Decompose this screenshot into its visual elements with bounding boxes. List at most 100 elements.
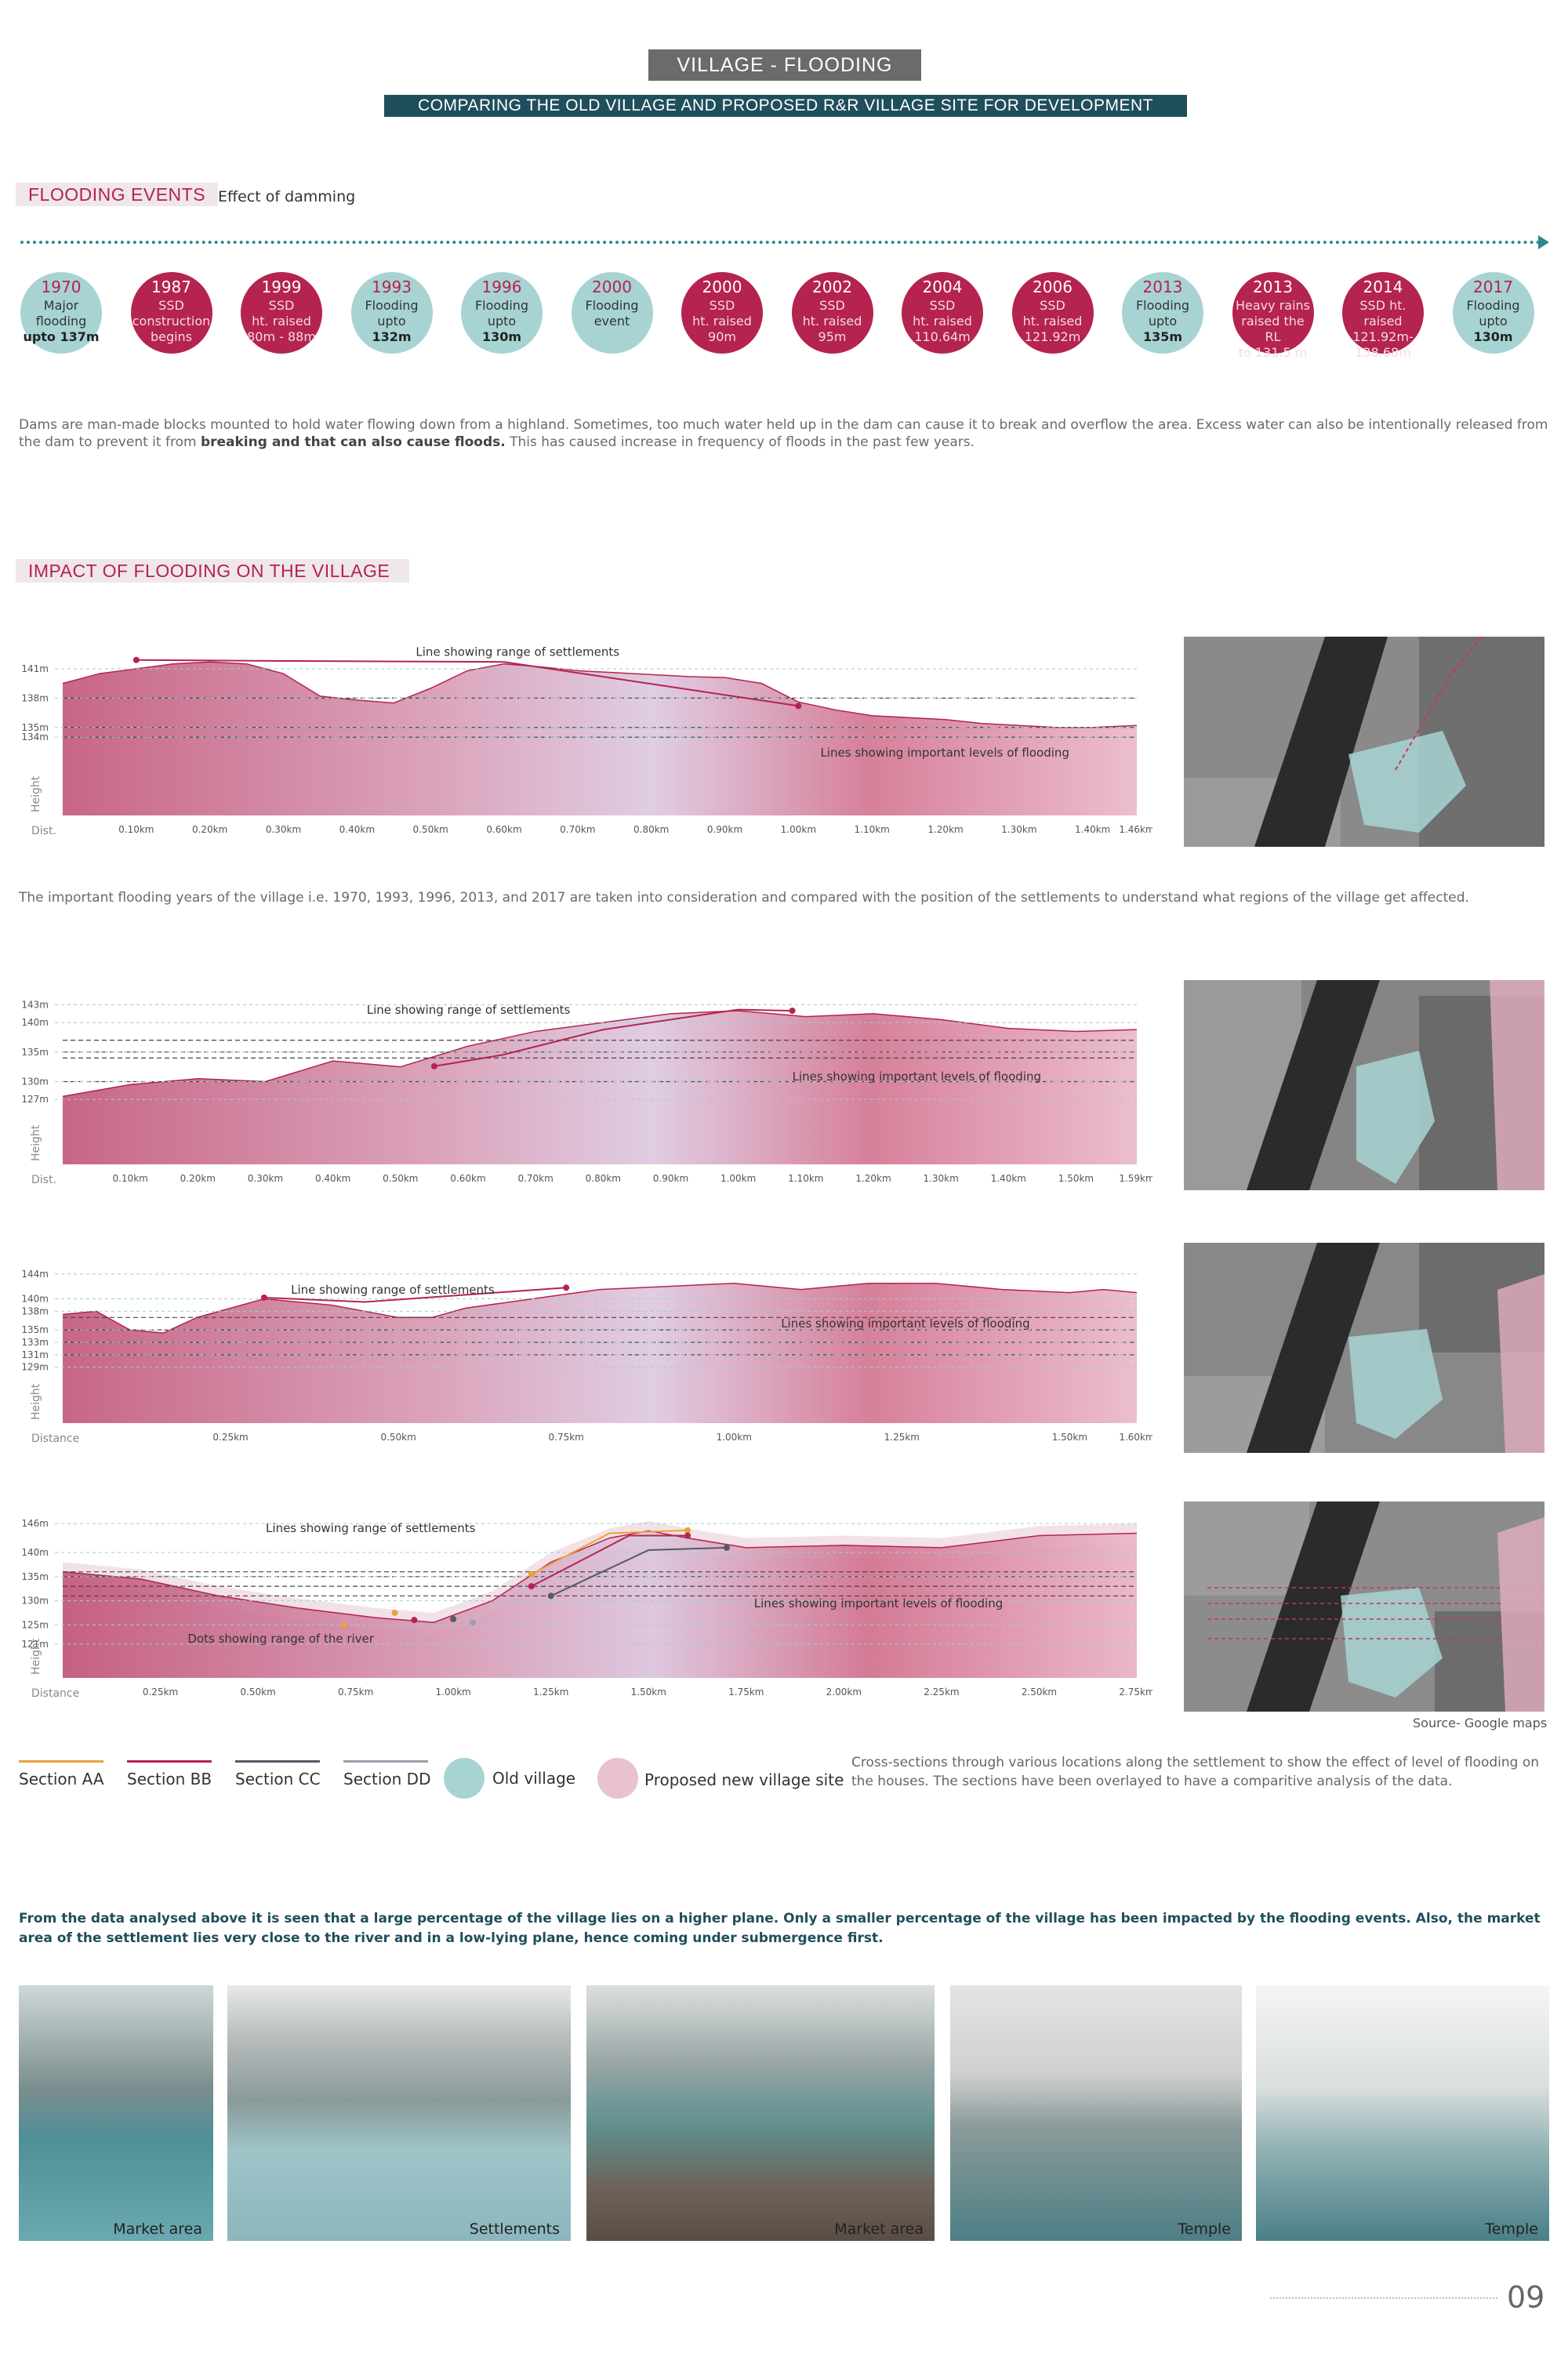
x-tick-label: 1.40km <box>1075 824 1110 835</box>
y-axis-label: Height <box>30 1638 42 1675</box>
flooding-events-caption: Effect of damming <box>218 188 356 205</box>
y-tick-label: 129m <box>21 1362 49 1373</box>
x-tick-label: 1.25km <box>884 1432 920 1443</box>
chart-annotation: Line showing range of settlements <box>291 1283 495 1297</box>
timeline-event: 1996 Flooding upto 130m <box>461 272 543 354</box>
y-tick-label: 138m <box>21 1305 49 1316</box>
y-tick-label: 127m <box>21 1094 49 1105</box>
timeline-event: 2006 SSD ht. raised 121.92m <box>1011 272 1094 354</box>
section-dd-chart: 146m 140m 135m 130m 125m 121m 0.25km 0.50km 0.75… <box>16 1501 1154 1709</box>
event-text: to 131.5 m <box>1238 345 1308 360</box>
impact-paragraph: The important flooding years of the vill… <box>19 890 1469 906</box>
event-text: begins <box>150 329 193 344</box>
legend-line <box>343 1760 428 1763</box>
settlement-marker <box>132 656 140 663</box>
x-tick-label: 0.25km <box>212 1432 248 1443</box>
settlement-marker <box>684 1532 691 1539</box>
x-tick-label: 2.00km <box>826 1687 862 1698</box>
event-text: 110.64m <box>914 329 971 344</box>
x-tick-label: 0.50km <box>240 1687 275 1698</box>
x-tick-label: 0.90km <box>707 824 742 835</box>
terrain-area <box>63 1531 1137 1678</box>
chart-annotation: Dots showing range of the river <box>187 1632 374 1646</box>
x-tick-label: 0.40km <box>315 1173 350 1184</box>
maps-source: Source- Google maps <box>1413 1716 1548 1730</box>
settlement-marker <box>547 1592 554 1600</box>
timeline-event: 1999 SSD ht. raised 80m - 88m <box>241 272 322 354</box>
event-text: Flooding <box>585 298 639 313</box>
timeline-event: 2004 SSD ht. raised 110.64m <box>902 272 983 354</box>
footer-line <box>1270 2297 1497 2299</box>
legend-label: Section CC <box>235 1770 321 1788</box>
settlement-range-line <box>263 1287 567 1303</box>
legend-label: Section BB <box>127 1770 212 1788</box>
page-number: 09 <box>1507 2280 1545 2315</box>
y-tick-label: 140m <box>21 1017 49 1028</box>
legend-label: Section AA <box>19 1770 104 1788</box>
x-tick-label: 1.50km <box>1052 1432 1087 1443</box>
event-text: ht. raised <box>1022 314 1083 329</box>
river-dot <box>470 1619 477 1626</box>
settlement-marker <box>528 1570 535 1578</box>
event-text: 121.92m <box>1024 329 1081 344</box>
photo-caption: Market area <box>113 2220 202 2238</box>
section-bb-svg: 143m 140m 135m 130m 127m 0.10km 0.20km 0.30km 0.… <box>21 1000 1154 1186</box>
dam-paragraph-text: Dams are man-made blocks mounted to hold… <box>19 417 1548 450</box>
x-tick-label: 1.00km <box>720 1173 756 1184</box>
y-tick-label: 140m <box>21 1547 49 1558</box>
photo-caption: Temple <box>1485 2220 1538 2238</box>
event-year: 2017 <box>1473 278 1513 296</box>
x-tick-label: 1.10km <box>788 1173 823 1184</box>
terrain-profile <box>62 1530 1138 1624</box>
timeline-line <box>20 241 1541 244</box>
event-text: Flooding <box>365 298 419 313</box>
photo-temple-1: Temple <box>950 1985 1242 2241</box>
event-text: upto <box>1148 314 1178 329</box>
x-tick-label: 0.75km <box>549 1432 584 1443</box>
settlement-marker <box>723 1544 730 1551</box>
chart-annotation: Lines showing range of settlements <box>266 1521 476 1535</box>
y-axis-label: Height <box>30 775 42 812</box>
settlement-range-line <box>550 1546 727 1597</box>
timeline-event: 1970 Major flooding upto 137m <box>20 272 102 354</box>
chart-annotation: Lines showing important levels of floodi… <box>793 1069 1041 1084</box>
timeline-event: 2013 Heavy rains raised the RL to 131.5 m <box>1232 272 1314 360</box>
event-text: upto <box>1479 314 1508 329</box>
event-text: ht. raised <box>692 314 752 329</box>
y-tick-label: 131m <box>21 1349 49 1360</box>
event-year: 2014 <box>1363 278 1403 296</box>
chart-annotation: Lines showing important levels of floodi… <box>821 746 1069 760</box>
impact-heading: IMPACT OF FLOODING ON THE VILLAGE <box>16 559 409 583</box>
x-tick-label: 0.40km <box>339 824 375 835</box>
settlement-marker <box>563 1284 570 1291</box>
event-text: 95m <box>818 329 847 344</box>
event-year: 2006 <box>1033 278 1073 296</box>
event-text: SSD <box>709 298 735 313</box>
river-dot <box>340 1621 347 1629</box>
event-text: construction <box>132 314 211 329</box>
event-level: 135m <box>1142 329 1183 344</box>
y-tick-label: 135m <box>21 722 49 733</box>
photo-market-area-2: Market area <box>586 1985 935 2241</box>
x-tick-label: 0.70km <box>517 1173 553 1184</box>
x-tick-label: 2.50km <box>1022 1687 1057 1698</box>
event-year: 2000 <box>702 278 742 296</box>
y-tick-label: 140m <box>21 1294 49 1305</box>
x-tick-label: 0.30km <box>248 1173 283 1184</box>
x-tick-label: 0.60km <box>486 824 521 835</box>
x-tick-label: 0.10km <box>118 824 154 835</box>
y-tick-label: 146m <box>21 1518 49 1529</box>
event-text: event <box>593 314 630 329</box>
settlement-marker <box>260 1294 267 1301</box>
x-tick-label: 2.75km <box>1119 1687 1152 1698</box>
satellite-map-cc <box>1184 1243 1544 1453</box>
y-tick-label: 121m <box>21 1639 49 1650</box>
event-year: 2000 <box>592 278 632 296</box>
x-tick-label: 1.59km <box>1119 1173 1152 1184</box>
settlement-range-line <box>434 1008 793 1067</box>
x-tick-label: 1.30km <box>923 1173 958 1184</box>
event-text: 80m - 88m <box>247 329 316 344</box>
x-tick-label: 0.50km <box>412 824 448 835</box>
event-year: 1987 <box>151 278 191 296</box>
